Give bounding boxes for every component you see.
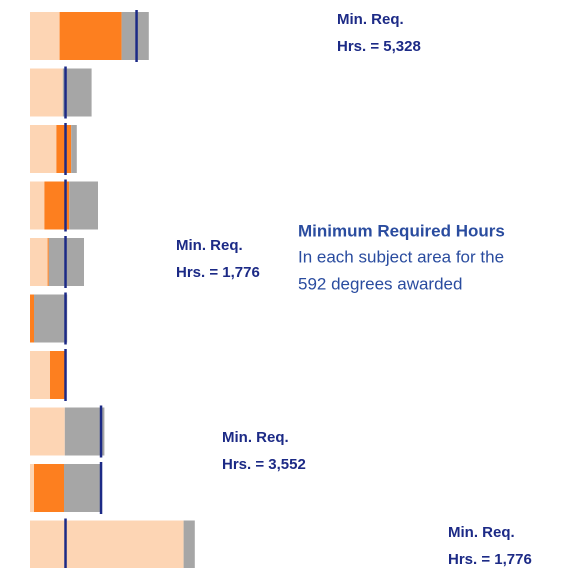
bar-segment [50, 351, 66, 399]
annotation: Min. Req. [176, 237, 243, 254]
bar-segment [59, 12, 122, 60]
bar-segment [30, 520, 184, 568]
bar-segment [34, 294, 68, 343]
bar-segment [47, 238, 49, 286]
note-line: In each subject area for the [298, 247, 504, 266]
bar-segment [71, 125, 77, 173]
annotation: Hrs. = 1,776 [448, 551, 532, 568]
bar-segment [62, 68, 92, 117]
bar-segment [121, 12, 149, 60]
bar-segment [64, 407, 105, 456]
annotation: Hrs. = 1,776 [176, 264, 260, 281]
annotation: Hrs. = 3,552 [222, 456, 306, 473]
bar-segment [30, 294, 34, 343]
bar-segment [30, 351, 50, 399]
bar-segment [30, 238, 48, 286]
note-line: 592 degrees awarded [298, 274, 462, 293]
annotation: Min. Req. [448, 524, 515, 541]
bar-segment [56, 125, 72, 173]
bar-segment [30, 68, 63, 117]
bar-segment [30, 181, 45, 230]
bar-segment [30, 464, 34, 512]
bar-segment [34, 464, 64, 512]
annotation: Min. Req. [337, 11, 404, 28]
bar-segment [64, 464, 102, 512]
bar-segment [30, 407, 65, 456]
note-title: Minimum Required Hours [298, 221, 505, 240]
bar-segment [30, 125, 57, 173]
bar-segment [69, 181, 98, 230]
bar-segment [183, 520, 195, 568]
annotation: Hrs. = 5,328 [337, 38, 421, 55]
bar-segment [30, 12, 60, 60]
annotation: Min. Req. [222, 429, 289, 446]
